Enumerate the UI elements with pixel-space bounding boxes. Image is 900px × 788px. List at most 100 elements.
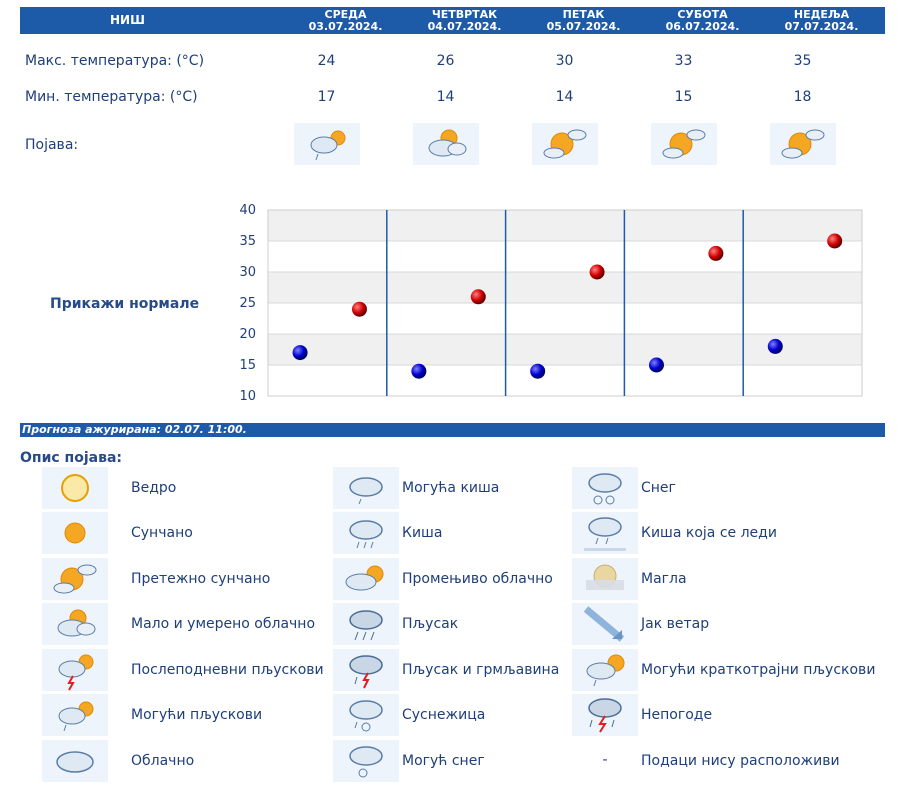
- legend-label: Непогоде: [641, 707, 713, 723]
- mostly-sunny-icon: [770, 123, 836, 165]
- max-temp-point: [827, 233, 843, 249]
- day-date: 05.07.2024.: [546, 20, 621, 33]
- min-temp-value: 15: [674, 89, 693, 105]
- legend-label: Могући пљускови: [131, 707, 263, 723]
- show-normals-link[interactable]: Прикажи нормале: [50, 296, 200, 312]
- possible-rain-icon: [333, 467, 399, 509]
- min-temp-value: 14: [436, 89, 455, 105]
- min-temp-value: 17: [317, 89, 336, 105]
- y-tick-label: 30: [239, 265, 256, 280]
- temperature-chart: 40 35 30 25 20 15 10: [239, 203, 863, 404]
- max-temp-value: 30: [555, 53, 574, 69]
- legend-label: Јак ветар: [641, 616, 710, 632]
- afternoon-showers-icon: [42, 649, 108, 691]
- partly-cloudy-icon: [42, 603, 108, 645]
- snow-icon: [572, 467, 638, 509]
- variable-cloudy-icon: [333, 558, 399, 600]
- y-tick-label: 15: [239, 358, 256, 373]
- max-temp-label: Макс. температура: (°C): [25, 53, 205, 69]
- partly-cloudy-icon: [413, 123, 479, 165]
- freezing-rain-icon: [572, 512, 638, 554]
- max-temp-point: [470, 289, 486, 305]
- max-temp-value: 24: [317, 53, 336, 69]
- y-tick-label: 10: [239, 389, 256, 404]
- max-temp-point: [589, 264, 605, 280]
- min-temp-point: [292, 345, 308, 361]
- sleet-icon: [333, 694, 399, 736]
- mostly-sunny-icon: [42, 558, 108, 600]
- sunny-icon: [42, 512, 108, 554]
- day-date: 04.07.2024.: [427, 20, 502, 33]
- min-temp-point: [648, 357, 664, 373]
- day-header: СРЕДА 03.07.2024.: [286, 9, 405, 33]
- legend-label: Могући краткотрајни пљускови: [641, 662, 876, 678]
- day-name: ЧЕТВРТАК: [431, 8, 498, 21]
- day-date: 03.07.2024.: [308, 20, 383, 33]
- no-data-dash: -: [602, 752, 608, 768]
- legend-label: Киша која се леди: [641, 525, 777, 541]
- day-date: 07.07.2024.: [784, 20, 859, 33]
- mostly-sunny-icon: [651, 123, 717, 165]
- y-tick-label: 25: [239, 296, 256, 311]
- legend-label: Магла: [641, 571, 687, 587]
- y-tick-label: 20: [239, 327, 256, 342]
- y-tick-label: 40: [239, 203, 256, 218]
- forecast-header: НИШ СРЕДА 03.07.2024. ЧЕТВРТАК 04.07.202…: [20, 7, 885, 34]
- day-name: СРЕДА: [324, 8, 367, 21]
- legend-label: Могућа киша: [402, 480, 500, 496]
- legend-title: Опис појава:: [20, 450, 122, 466]
- update-bar: Прогноза ажурирана: 02.07. 11:00.: [20, 423, 885, 437]
- min-temp-point: [767, 338, 783, 354]
- day-name: СУБОТА: [677, 8, 728, 21]
- day-header: ПЕТАК 05.07.2024.: [524, 9, 643, 33]
- max-temp-value: 33: [674, 53, 693, 69]
- grid-band: [268, 303, 862, 334]
- legend-label: Мало и умерено облачно: [131, 616, 316, 632]
- min-temp-point: [530, 363, 546, 379]
- legend-label: Претежно сунчано: [131, 571, 271, 587]
- rain-icon: [333, 512, 399, 554]
- min-temp-label: Мин. температура: (°C): [25, 89, 198, 105]
- legend-label: Снег: [641, 480, 676, 496]
- clear-sun-icon: [42, 467, 108, 509]
- grid-band: [268, 334, 862, 365]
- strong-wind-icon: [572, 603, 638, 645]
- legend-label: Облачно: [131, 753, 195, 769]
- legend-label: Пљусак и грмљавина: [402, 662, 560, 678]
- possible-snow-icon: [333, 740, 399, 782]
- shower-icon: [333, 603, 399, 645]
- max-temp-point: [351, 301, 367, 317]
- min-temp-value: 14: [555, 89, 574, 105]
- legend-label: Могућ снег: [402, 753, 485, 769]
- legend-label: Суснежица: [402, 707, 486, 723]
- city-name: НИШ: [110, 13, 145, 27]
- legend-label: Киша: [402, 525, 443, 541]
- legend-label: Сунчано: [131, 525, 193, 541]
- legend-label: Подаци нису расположиви: [641, 753, 840, 769]
- cloudy-icon: [42, 740, 108, 782]
- plot-frame: [267, 209, 863, 397]
- possible-showers-icon: [294, 123, 360, 165]
- day-date: 06.07.2024.: [665, 20, 740, 33]
- legend-label: Ведро: [131, 480, 177, 496]
- day-name: ПЕТАК: [562, 8, 605, 21]
- brief-showers-icon: [572, 649, 638, 691]
- day-header: СУБОТА 06.07.2024.: [643, 9, 762, 33]
- legend-label: Пљусак: [402, 616, 459, 632]
- max-temp-value: 35: [793, 53, 812, 69]
- possible-showers-icon: [42, 694, 108, 736]
- min-temp-point: [411, 363, 427, 379]
- day-header: ЧЕТВРТАК 04.07.2024.: [405, 9, 524, 33]
- storm-icon: [572, 694, 638, 736]
- min-temp-value: 18: [793, 89, 812, 105]
- grid-band: [268, 241, 862, 272]
- phenomenon-label: Појава:: [25, 137, 79, 153]
- thunder-shower-icon: [333, 649, 399, 691]
- fog-icon: [572, 558, 638, 600]
- grid-band: [268, 272, 862, 303]
- update-text: Прогноза ажурирана: 02.07. 11:00.: [22, 423, 247, 436]
- legend-label: Послеподневни пљускови: [131, 662, 324, 678]
- grid-band: [268, 365, 862, 396]
- legend-label: Промењиво облачно: [402, 571, 553, 587]
- day-header: НЕДЕЉА 07.07.2024.: [762, 9, 881, 33]
